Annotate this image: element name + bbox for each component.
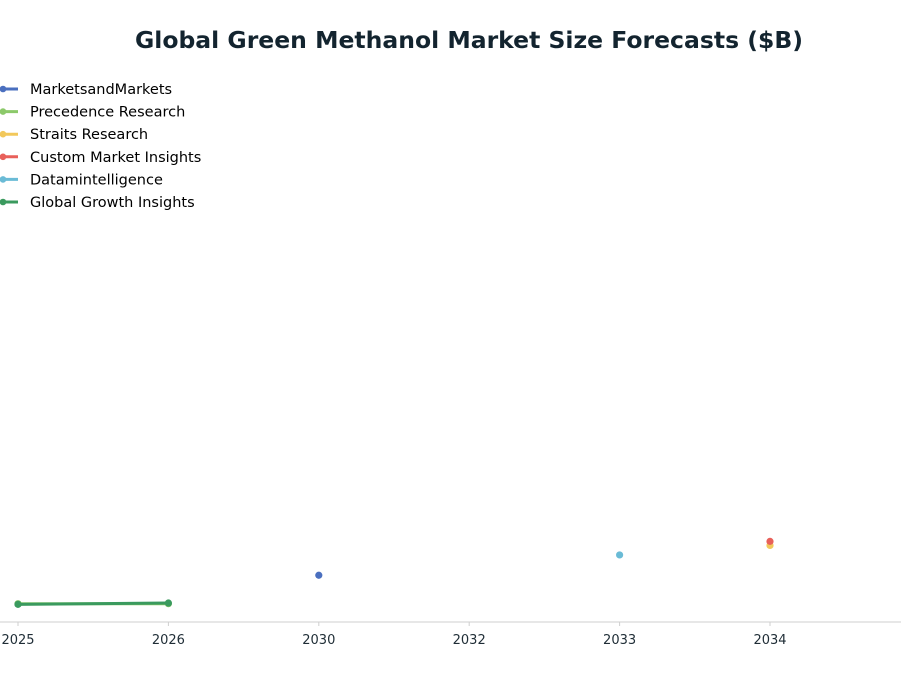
series-global-growth-insights	[14, 599, 172, 608]
data-point-datamintelligence-2033[interactable]	[616, 551, 624, 559]
legend-label-straits-research: Straits Research	[30, 127, 148, 143]
legend-marker-straits-research	[0, 130, 7, 138]
legend-item-custom-market-insights[interactable]: Custom Market Insights	[0, 150, 201, 166]
series-marketsandmarkets	[315, 571, 323, 579]
legend-label-datamintelligence: Datamintelligence	[30, 172, 163, 188]
legend-marker-global-growth-insights	[0, 198, 7, 206]
x-axis-ticks: 2025 2026 2030 2032 2033 2034	[1, 622, 787, 648]
legend-marker-custom-market-insights	[0, 153, 7, 161]
legend-label-marketsandmarkets: MarketsandMarkets	[30, 82, 172, 98]
series-datamintelligence	[616, 551, 624, 559]
series-custom-market-insights	[766, 537, 774, 545]
x-tick-label-2033: 2033	[603, 633, 636, 648]
legend-marker-precedence-research	[0, 108, 7, 115]
chart-title: Global Green Methanol Market Size Foreca…	[135, 26, 803, 54]
legend-item-marketsandmarkets[interactable]: MarketsandMarkets	[0, 82, 172, 98]
legend-label-global-growth-insights: Global Growth Insights	[30, 195, 195, 211]
legend-marker-datamintelligence	[0, 176, 7, 183]
series-layer	[14, 537, 774, 608]
x-tick-label-2025: 2025	[1, 633, 34, 648]
legend-marker-marketsandmarkets	[0, 85, 7, 93]
legend-label-custom-market-insights: Custom Market Insights	[30, 150, 201, 166]
data-point-global-growth-insights-2026[interactable]	[164, 599, 172, 607]
legend-item-precedence-research[interactable]: Precedence Research	[0, 105, 185, 121]
x-tick-label-2030: 2030	[302, 633, 335, 648]
legend-item-global-growth-insights[interactable]: Global Growth Insights	[0, 195, 195, 211]
series-line-global-growth-insights	[16, 601, 170, 606]
x-tick-label-2032: 2032	[453, 633, 486, 648]
x-tick-label-2026: 2026	[152, 633, 185, 648]
legend-item-straits-research[interactable]: Straits Research	[0, 127, 148, 143]
legend[interactable]: MarketsandMarkets Precedence Research Stra…	[0, 82, 201, 211]
data-point-marketsandmarkets-2030[interactable]	[315, 571, 323, 579]
x-tick-label-2034: 2034	[753, 633, 786, 648]
data-point-custom-market-insights-2034[interactable]	[766, 537, 774, 545]
legend-item-datamintelligence[interactable]: Datamintelligence	[0, 172, 163, 188]
data-point-global-growth-insights-2025[interactable]	[14, 600, 22, 608]
legend-label-precedence-research: Precedence Research	[30, 105, 185, 121]
